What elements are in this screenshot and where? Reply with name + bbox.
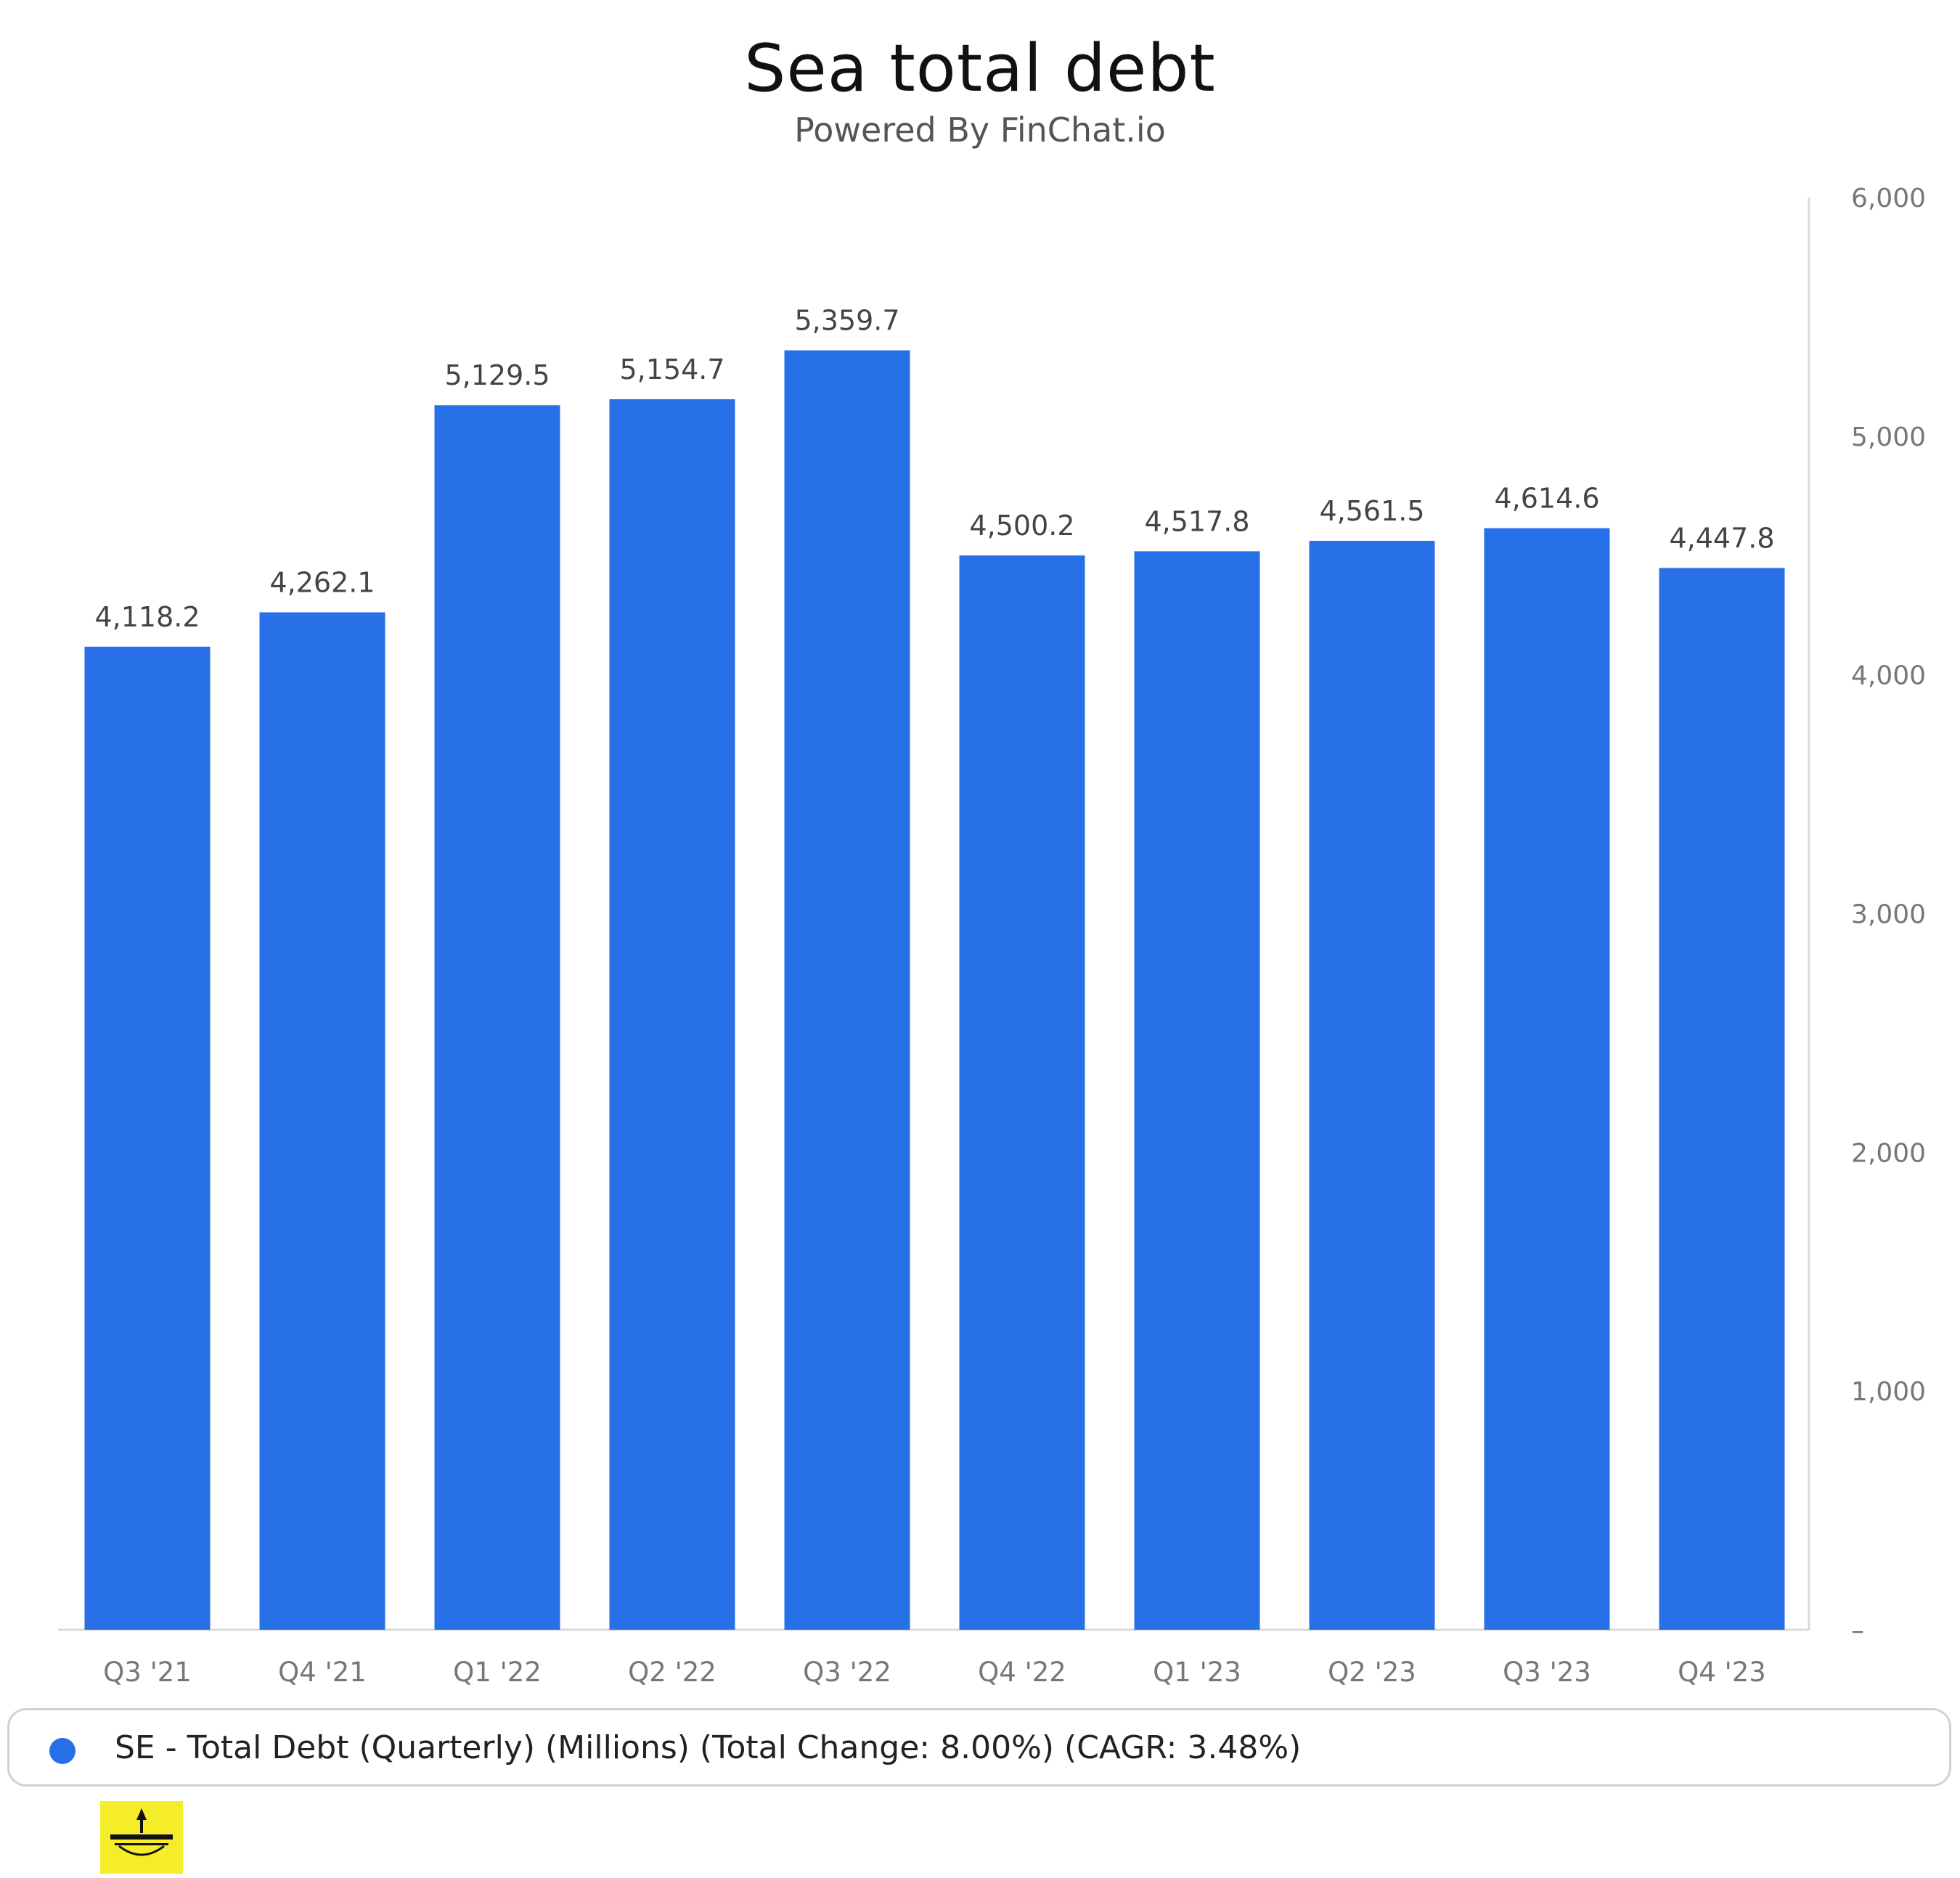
data-label: 5,129.5 xyxy=(444,359,550,391)
bar-chart: – 1,000 2,000 3,000 4,000 5,000 6,000 4,118.2 Q3… xyxy=(58,184,1926,1688)
y-tick-label: 2,000 xyxy=(1851,1138,1926,1168)
data-label: 4,614.6 xyxy=(1494,483,1599,515)
potential-multibaggers-logo xyxy=(100,1801,183,1874)
bar xyxy=(1484,528,1610,1630)
x-tick-label: Q4 '23 xyxy=(1678,1657,1766,1688)
data-label: 4,118.2 xyxy=(94,601,200,633)
legend[interactable]: SE - Total Debt (Quarterly) (Millions) (… xyxy=(7,1708,1951,1787)
data-label: 4,517.8 xyxy=(1144,505,1249,537)
x-tick-label: Q3 '22 xyxy=(803,1657,891,1688)
x-tick-label: Q2 '22 xyxy=(628,1657,716,1688)
data-label: 4,447.8 xyxy=(1669,522,1774,554)
bar xyxy=(1659,568,1785,1630)
y-tick-label: 3,000 xyxy=(1851,900,1926,930)
chart-subtitle: Powered By FinChat.io xyxy=(794,110,1166,150)
y-tick-label: 4,000 xyxy=(1851,661,1926,691)
data-label: 4,500.2 xyxy=(969,510,1074,542)
data-label: 5,359.7 xyxy=(794,305,899,337)
bar xyxy=(1309,541,1435,1630)
x-tick-label: Q1 '22 xyxy=(453,1657,542,1688)
data-label: 4,561.5 xyxy=(1319,495,1424,527)
data-label: 5,154.7 xyxy=(619,354,724,385)
bar xyxy=(1134,551,1260,1630)
legend-marker xyxy=(49,1738,75,1764)
data-label: 4,262.1 xyxy=(269,566,375,598)
x-tick-label: Q2 '23 xyxy=(1328,1657,1416,1688)
x-tick-label: Q1 '23 xyxy=(1153,1657,1241,1688)
bar xyxy=(434,405,560,1630)
x-tick-label: Q3 '21 xyxy=(103,1657,192,1688)
bar xyxy=(84,646,211,1630)
legend-label: SE - Total Debt (Quarterly) (Millions) (… xyxy=(115,1729,1302,1766)
y-tick-label: 1,000 xyxy=(1851,1377,1926,1407)
bar xyxy=(609,399,735,1630)
x-tick-label: Q4 '22 xyxy=(978,1657,1066,1688)
x-tick-label: Q3 '23 xyxy=(1503,1657,1591,1688)
chart-title: Sea total debt xyxy=(744,30,1216,107)
y-tick-label: 6,000 xyxy=(1851,184,1926,213)
bar xyxy=(959,555,1085,1630)
bar xyxy=(259,612,385,1630)
bar xyxy=(784,350,910,1630)
y-tick-label: 5,000 xyxy=(1851,422,1926,452)
x-tick-label: Q4 '21 xyxy=(278,1657,367,1688)
y-tick-label: – xyxy=(1851,1616,1864,1646)
